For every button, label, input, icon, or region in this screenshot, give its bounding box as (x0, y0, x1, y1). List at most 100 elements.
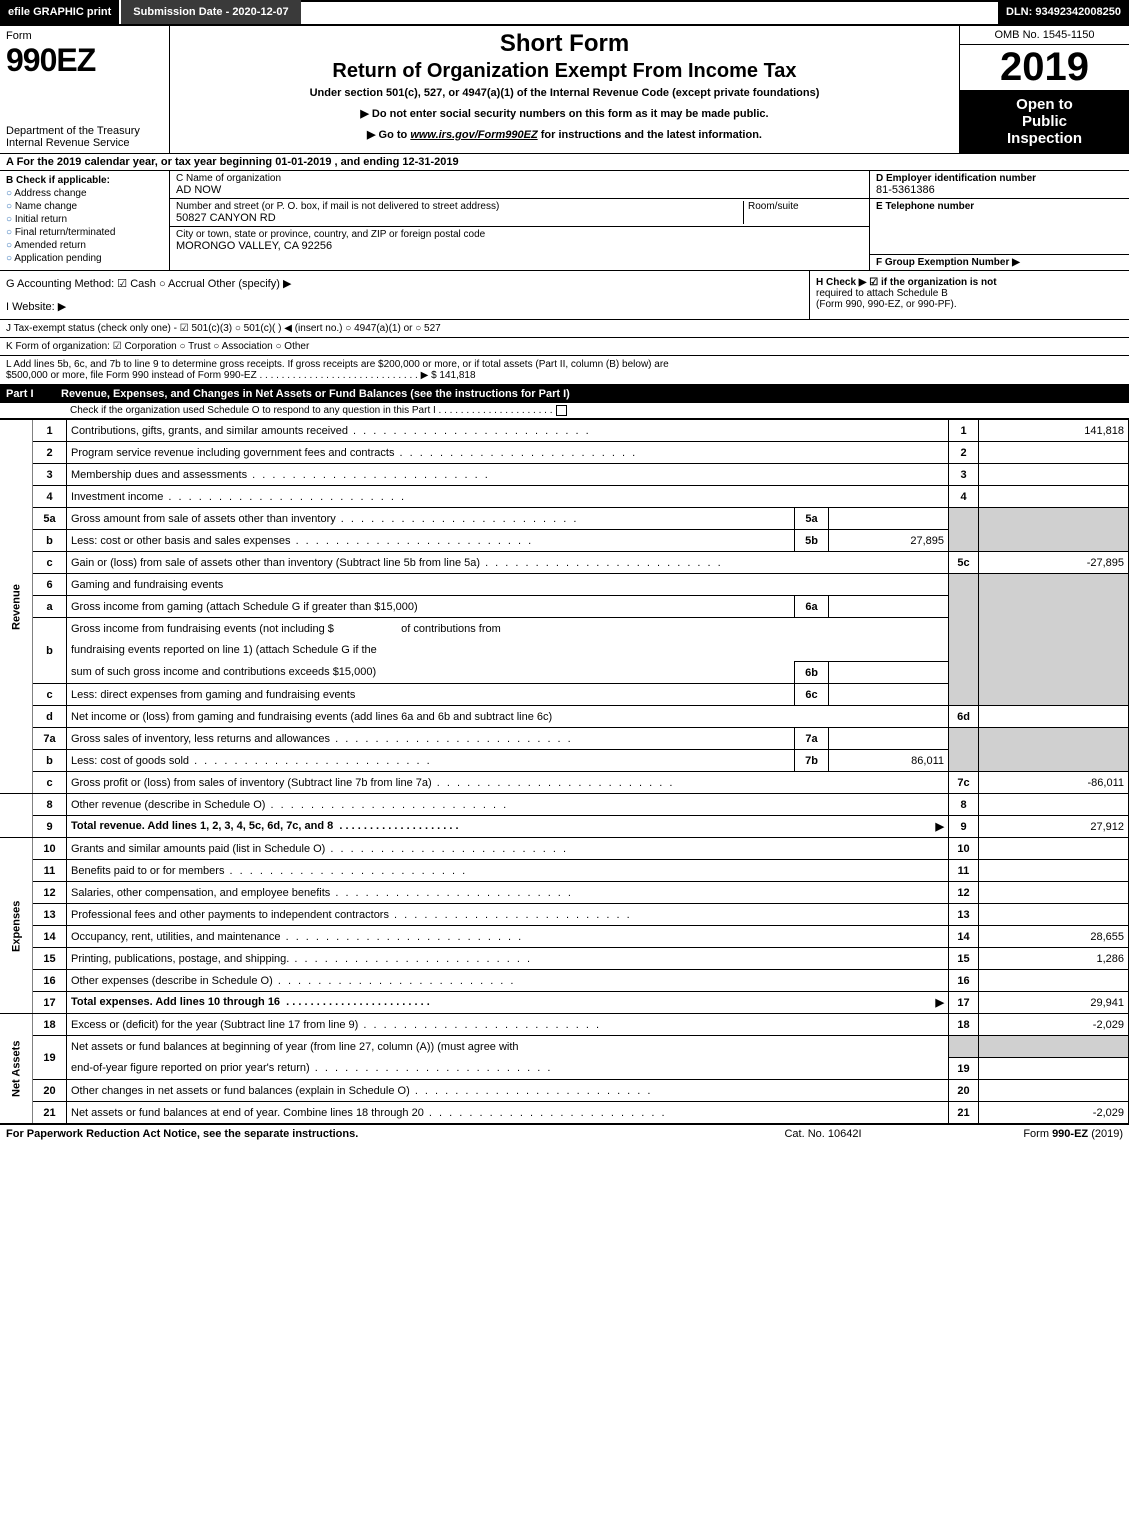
desc-7c: Gross profit or (loss) from sales of inv… (67, 772, 949, 794)
ln-7c: c (33, 772, 67, 794)
ln-16: 16 (33, 970, 67, 992)
irs-link[interactable]: www.irs.gov/Form990EZ (410, 129, 537, 141)
ln-7a: 7a (33, 728, 67, 750)
col-b-checkboxes: B Check if applicable: Address change Na… (0, 171, 170, 270)
desc-6a: Gross income from gaming (attach Schedul… (67, 596, 795, 618)
num-15: 15 (949, 948, 979, 970)
amt-4 (979, 486, 1129, 508)
num-21: 21 (949, 1102, 979, 1124)
desc-5c: Gain or (loss) from sale of assets other… (67, 552, 949, 574)
num-14: 14 (949, 926, 979, 948)
top-bar: efile GRAPHIC print Submission Date - 20… (0, 0, 1129, 24)
row-gh: G Accounting Method: ☑ Cash ○ Accrual Ot… (0, 271, 1129, 320)
amt-7c: -86,011 (979, 772, 1129, 794)
ln-9: 9 (33, 816, 67, 838)
desc-6b-3: sum of such gross income and contributio… (67, 662, 795, 684)
part-i-title: Revenue, Expenses, and Changes in Net As… (61, 388, 1123, 400)
desc-14: Occupancy, rent, utilities, and maintena… (67, 926, 949, 948)
ln-2: 2 (33, 442, 67, 464)
ln-17: 17 (33, 992, 67, 1014)
amt-16 (979, 970, 1129, 992)
netassets-vlabel: Net Assets (0, 1014, 33, 1124)
col-f-group: F Group Exemption Number ▶ (870, 255, 1129, 270)
desc-5b: Less: cost or other basis and sales expe… (67, 530, 795, 552)
dept-treasury: Department of the Treasury Internal Reve… (6, 125, 163, 149)
desc-7b: Less: cost of goods sold (67, 750, 795, 772)
num-1: 1 (949, 420, 979, 442)
h-line3: (Form 990, 990-EZ, or 990-PF). (816, 299, 1123, 310)
desc-6b-1: Gross income from fundraising events (no… (67, 618, 949, 640)
num-10: 10 (949, 838, 979, 860)
desc-5a: Gross amount from sale of assets other t… (67, 508, 795, 530)
efile-label[interactable]: efile GRAPHIC print (0, 0, 119, 24)
chk-address-change[interactable]: Address change (6, 188, 163, 199)
num-2: 2 (949, 442, 979, 464)
under-section: Under section 501(c), 527, or 4947(a)(1)… (178, 87, 951, 99)
amt-14: 28,655 (979, 926, 1129, 948)
c-addr-val: 50827 CANYON RD (176, 212, 743, 224)
ln-19: 19 (33, 1036, 67, 1080)
desc-21: Net assets or fund balances at end of ye… (67, 1102, 949, 1124)
chk-amended-return[interactable]: Amended return (6, 240, 163, 251)
ln-6c: c (33, 684, 67, 706)
header-left: Form 990EZ Department of the Treasury In… (0, 26, 170, 153)
header-right: OMB No. 1545-1150 2019 Open to Public In… (959, 26, 1129, 153)
ln-8: 8 (33, 794, 67, 816)
revenue-vlabel-cont (0, 794, 33, 838)
num-8: 8 (949, 794, 979, 816)
part-i-num: Part I (6, 388, 61, 400)
ln-15: 15 (33, 948, 67, 970)
ln-6b: b (33, 618, 67, 684)
ln-5c: c (33, 552, 67, 574)
num-20: 20 (949, 1080, 979, 1102)
grey-7ab (949, 728, 979, 772)
amt-3 (979, 464, 1129, 486)
desc-20: Other changes in net assets or fund bala… (67, 1080, 949, 1102)
chk-application-pending[interactable]: Application pending (6, 253, 163, 264)
c-addr-lbl: Number and street (or P. O. box, if mail… (176, 201, 743, 212)
schedule-o-checkbox[interactable] (556, 405, 567, 416)
chk-initial-return[interactable]: Initial return (6, 214, 163, 225)
desc-6b-2: fundraising events reported on line 1) (… (67, 640, 949, 662)
ln-11: 11 (33, 860, 67, 882)
entity-block: B Check if applicable: Address change Na… (0, 171, 1129, 271)
sub-ln-6c: 6c (795, 684, 829, 706)
sub-ln-5a: 5a (795, 508, 829, 530)
desc-8: Other revenue (describe in Schedule O) (67, 794, 949, 816)
ln-6d: d (33, 706, 67, 728)
desc-19-2: end-of-year figure reported on prior yea… (67, 1058, 949, 1080)
part-i-table: Revenue 1 Contributions, gifts, grants, … (0, 419, 1129, 1124)
grey-amt-5ab (979, 508, 1129, 552)
num-16: 16 (949, 970, 979, 992)
return-title: Return of Organization Exempt From Incom… (178, 60, 951, 83)
col-e-phone: E Telephone number (870, 199, 1129, 255)
amt-1: 141,818 (979, 420, 1129, 442)
grey-amt-6 (979, 574, 1129, 706)
grey-6 (949, 574, 979, 706)
num-17: 17 (949, 992, 979, 1014)
num-3: 3 (949, 464, 979, 486)
row-k-org-form: K Form of organization: ☑ Corporation ○ … (0, 338, 1129, 356)
ln-5b: b (33, 530, 67, 552)
row-l-gross: L Add lines 5b, 6c, and 7b to line 9 to … (0, 356, 1129, 385)
c-room-lbl: Room/suite (748, 201, 863, 212)
grey-amt-19 (979, 1036, 1129, 1058)
col-h: H Check ▶ ☑ if the organization is not r… (809, 271, 1129, 319)
num-7c: 7c (949, 772, 979, 794)
c-city-val: MORONGO VALLEY, CA 92256 (176, 240, 863, 252)
chk-name-change[interactable]: Name change (6, 201, 163, 212)
page-footer: For Paperwork Reduction Act Notice, see … (0, 1124, 1129, 1143)
h-line2: required to attach Schedule B (816, 288, 1123, 299)
amt-15: 1,286 (979, 948, 1129, 970)
omb-number: OMB No. 1545-1150 (960, 26, 1129, 45)
desc-10: Grants and similar amounts paid (list in… (67, 838, 949, 860)
ln-6a: a (33, 596, 67, 618)
part-i-header: Part I Revenue, Expenses, and Changes in… (0, 385, 1129, 403)
footer-left: For Paperwork Reduction Act Notice, see … (6, 1128, 723, 1140)
sub-val-7b: 86,011 (829, 750, 949, 772)
chk-final-return[interactable]: Final return/terminated (6, 227, 163, 238)
ln-4: 4 (33, 486, 67, 508)
desc-17: Total expenses. Add lines 10 through 16 … (67, 992, 949, 1014)
e-lbl: E Telephone number (876, 201, 1123, 212)
dept-line2: Internal Revenue Service (6, 137, 163, 149)
